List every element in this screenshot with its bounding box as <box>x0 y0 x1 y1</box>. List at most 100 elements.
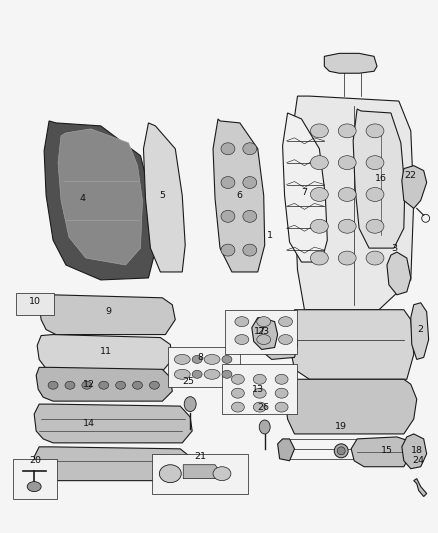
Ellipse shape <box>27 482 41 491</box>
Ellipse shape <box>366 188 384 201</box>
Ellipse shape <box>311 156 328 169</box>
Text: 22: 22 <box>405 171 417 180</box>
Ellipse shape <box>159 465 181 482</box>
Ellipse shape <box>65 381 75 389</box>
Ellipse shape <box>253 402 266 412</box>
Polygon shape <box>293 96 414 310</box>
Ellipse shape <box>192 370 202 378</box>
Polygon shape <box>34 404 192 443</box>
Polygon shape <box>213 119 265 272</box>
Ellipse shape <box>257 335 271 344</box>
Ellipse shape <box>204 354 220 365</box>
Ellipse shape <box>311 251 328 265</box>
Ellipse shape <box>222 356 232 364</box>
Ellipse shape <box>149 381 159 389</box>
Polygon shape <box>278 439 294 461</box>
Ellipse shape <box>184 397 196 411</box>
Polygon shape <box>34 447 192 481</box>
Text: 14: 14 <box>83 418 95 427</box>
Polygon shape <box>324 53 377 73</box>
Polygon shape <box>183 465 220 479</box>
Ellipse shape <box>253 388 266 398</box>
Text: 6: 6 <box>237 191 243 200</box>
Bar <box>16 293 54 314</box>
Ellipse shape <box>243 244 257 256</box>
Polygon shape <box>351 437 411 467</box>
Ellipse shape <box>99 381 109 389</box>
Polygon shape <box>387 252 411 295</box>
Polygon shape <box>285 379 417 434</box>
Ellipse shape <box>48 381 58 389</box>
Polygon shape <box>290 310 414 379</box>
Ellipse shape <box>243 143 257 155</box>
Ellipse shape <box>338 219 356 233</box>
Text: 8: 8 <box>197 353 203 362</box>
Ellipse shape <box>366 124 384 138</box>
Text: 10: 10 <box>29 297 41 306</box>
Ellipse shape <box>116 381 126 389</box>
Ellipse shape <box>338 188 356 201</box>
Ellipse shape <box>235 317 249 327</box>
Polygon shape <box>252 318 278 350</box>
Text: 19: 19 <box>335 423 347 432</box>
Bar <box>225 310 297 354</box>
Ellipse shape <box>337 447 345 455</box>
Bar <box>168 348 240 387</box>
Ellipse shape <box>213 467 231 481</box>
Polygon shape <box>402 166 427 208</box>
Polygon shape <box>37 335 172 372</box>
Ellipse shape <box>174 369 190 379</box>
Ellipse shape <box>231 374 244 384</box>
Text: 16: 16 <box>375 174 387 183</box>
Text: 9: 9 <box>106 307 112 316</box>
Text: 1: 1 <box>267 231 273 240</box>
Text: 5: 5 <box>159 191 166 200</box>
Text: 18: 18 <box>411 446 423 455</box>
Ellipse shape <box>257 317 271 327</box>
Polygon shape <box>39 295 175 335</box>
Ellipse shape <box>366 251 384 265</box>
Polygon shape <box>353 109 405 248</box>
Text: 21: 21 <box>194 453 206 461</box>
Text: 13: 13 <box>252 385 264 394</box>
Ellipse shape <box>221 244 235 256</box>
Ellipse shape <box>338 156 356 169</box>
Text: 23: 23 <box>258 327 270 336</box>
Ellipse shape <box>231 402 244 412</box>
Ellipse shape <box>366 156 384 169</box>
Ellipse shape <box>311 188 328 201</box>
Text: 24: 24 <box>413 456 425 465</box>
Ellipse shape <box>279 317 293 327</box>
Ellipse shape <box>174 354 190 365</box>
Text: 2: 2 <box>418 325 424 334</box>
Ellipse shape <box>366 219 384 233</box>
Text: 3: 3 <box>391 244 397 253</box>
Ellipse shape <box>235 335 249 344</box>
Text: 26: 26 <box>258 402 270 411</box>
Ellipse shape <box>338 124 356 138</box>
Text: 11: 11 <box>100 347 112 356</box>
Ellipse shape <box>334 444 348 458</box>
Polygon shape <box>402 434 427 469</box>
Ellipse shape <box>221 211 235 222</box>
Ellipse shape <box>231 388 244 398</box>
Polygon shape <box>283 113 327 262</box>
Ellipse shape <box>192 356 202 364</box>
Ellipse shape <box>279 335 293 344</box>
Polygon shape <box>414 479 427 497</box>
Polygon shape <box>58 129 142 265</box>
Bar <box>13 459 57 498</box>
Text: 4: 4 <box>80 194 86 203</box>
Polygon shape <box>44 121 155 280</box>
Ellipse shape <box>133 381 142 389</box>
Bar <box>222 365 297 414</box>
Bar <box>152 454 248 494</box>
Polygon shape <box>144 123 185 272</box>
Ellipse shape <box>253 374 266 384</box>
Polygon shape <box>411 303 429 359</box>
Ellipse shape <box>311 124 328 138</box>
Ellipse shape <box>338 251 356 265</box>
Text: 7: 7 <box>301 188 307 197</box>
Text: 17: 17 <box>254 327 266 336</box>
Ellipse shape <box>259 420 270 434</box>
